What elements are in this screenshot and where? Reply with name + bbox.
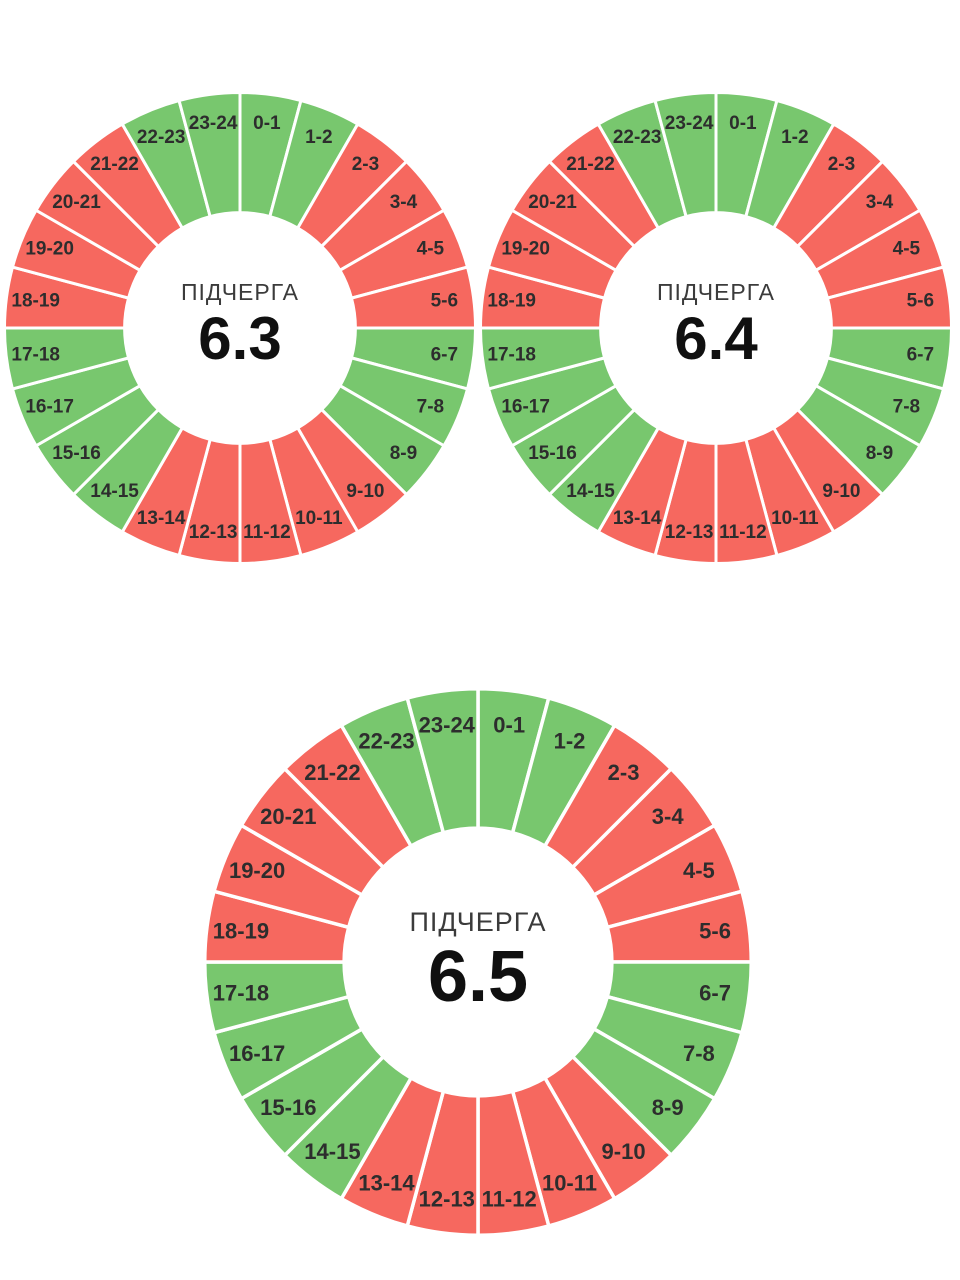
chart-center-value: 6.4 [674, 305, 758, 372]
hour-label-0-1: 0-1 [253, 113, 281, 134]
hour-label-18-19: 18-19 [11, 291, 60, 312]
hour-label-16-17: 16-17 [229, 1041, 285, 1066]
hour-label-14-15: 14-15 [566, 481, 615, 502]
hour-label-0-1: 0-1 [493, 712, 525, 737]
hour-label-23-24: 23-24 [665, 113, 714, 134]
hour-label-23-24: 23-24 [419, 712, 476, 737]
hour-label-19-20: 19-20 [25, 239, 74, 260]
hour-ring: 0-1 1-2 2-3 3-4 4-5 5-6 6-7 7-8 8-9 9-1010-1111-1… [479, 91, 953, 565]
hour-label-5-6: 5-6 [907, 291, 934, 312]
hour-ring: 0-1 1-2 2-3 3-4 4-5 5-6 6-7 7-8 8-9 9-1010-1111-1… [3, 91, 477, 565]
hour-label-12-13: 12-13 [189, 522, 238, 543]
hour-label-2-3: 2-3 [352, 154, 379, 175]
hour-label-21-22: 21-22 [566, 154, 615, 175]
hour-label-1-2: 1-2 [305, 127, 332, 148]
hour-label-22-23: 22-23 [358, 729, 414, 754]
hour-label-11-12: 11-12 [482, 1187, 537, 1212]
hour-label-15-16: 15-16 [260, 1095, 316, 1120]
chart-center-title: ПІДЧЕРГА [181, 279, 299, 305]
hour-label-15-16: 15-16 [528, 443, 577, 464]
chart-center-title: ПІДЧЕРГА [657, 279, 775, 305]
hour-label-4-5: 4-5 [417, 239, 445, 260]
hour-label-20-21: 20-21 [260, 804, 316, 829]
hour-label-9-10: 9-10 [602, 1139, 646, 1164]
hour-label-6-7: 6-7 [907, 344, 934, 365]
hour-label-2-3: 2-3 [608, 760, 640, 785]
hour-label-13-14: 13-14 [613, 508, 662, 529]
hour-label-19-20: 19-20 [501, 239, 550, 260]
hour-label-17-18: 17-18 [487, 344, 536, 365]
hour-segment-23-24 [177, 91, 242, 219]
hour-label-8-9: 8-9 [866, 443, 893, 464]
hour-segment-23-24 [653, 91, 718, 219]
hour-label-20-21: 20-21 [528, 192, 577, 213]
hour-label-10-11: 10-11 [542, 1170, 597, 1195]
chart-center-title: ПІДЧЕРГА [409, 907, 547, 937]
hour-label-16-17: 16-17 [501, 396, 550, 417]
hour-label-6-7: 6-7 [431, 344, 458, 365]
hour-label-23-24: 23-24 [189, 113, 238, 134]
hour-segment-23-24 [405, 687, 480, 835]
hour-label-7-8: 7-8 [893, 396, 920, 417]
hour-label-17-18: 17-18 [11, 344, 60, 365]
hour-ring: 0-1 1-2 2-3 3-4 4-5 5-6 6-7 7-8 8-99-1010-1111-1… [203, 687, 753, 1237]
hour-label-8-9: 8-9 [652, 1095, 684, 1120]
hour-label-12-13: 12-13 [419, 1187, 475, 1212]
hour-label-19-20: 19-20 [229, 858, 285, 883]
hour-label-0-1: 0-1 [729, 113, 757, 134]
hour-label-17-18: 17-18 [213, 981, 269, 1006]
hour-label-22-23: 22-23 [137, 127, 186, 148]
hour-label-11-12: 11-12 [243, 522, 291, 543]
donut-chart-subqueue-6-3: 0-1 1-2 2-3 3-4 4-5 5-6 6-7 7-8 8-9 9-10 10-11 11-1… [3, 91, 477, 565]
hour-label-11-12: 11-12 [719, 522, 767, 543]
hour-label-7-8: 7-8 [417, 396, 444, 417]
hour-label-22-23: 22-23 [613, 127, 662, 148]
hour-label-5-6: 5-6 [699, 918, 731, 943]
hour-label-14-15: 14-15 [90, 481, 139, 502]
hour-label-14-15: 14-15 [304, 1139, 360, 1164]
hour-label-15-16: 15-16 [52, 443, 101, 464]
hour-label-1-2: 1-2 [554, 729, 586, 754]
hour-label-16-17: 16-17 [25, 396, 74, 417]
hour-label-2-3: 2-3 [828, 154, 855, 175]
hour-label-1-2: 1-2 [781, 127, 808, 148]
hour-label-3-4: 3-4 [866, 192, 894, 213]
hour-label-3-4: 3-4 [652, 804, 685, 829]
hour-label-6-7: 6-7 [699, 981, 731, 1006]
donut-chart-subqueue-6-4: 0-1 1-2 2-3 3-4 4-5 5-6 6-7 7-8 8-9 9-10 10-11 11-1… [479, 91, 953, 565]
hour-label-18-19: 18-19 [487, 291, 536, 312]
hour-label-13-14: 13-14 [137, 508, 186, 529]
hour-label-5-6: 5-6 [431, 291, 458, 312]
hour-label-12-13: 12-13 [665, 522, 714, 543]
donut-chart-subqueue-6-5: 0-1 1-2 2-3 3-4 4-5 5-6 6-7 7-8 8-9 9-10 10-11 11-1… [203, 687, 753, 1237]
hour-label-3-4: 3-4 [390, 192, 418, 213]
hour-label-7-8: 7-8 [683, 1041, 715, 1066]
chart-center-value: 6.5 [427, 937, 529, 1017]
hour-label-10-11: 10-11 [771, 508, 819, 529]
hour-label-20-21: 20-21 [52, 192, 101, 213]
hour-label-9-10: 9-10 [346, 481, 384, 502]
hour-label-21-22: 21-22 [90, 154, 139, 175]
hour-label-10-11: 10-11 [295, 508, 343, 529]
hour-label-21-22: 21-22 [304, 760, 360, 785]
hour-label-4-5: 4-5 [683, 858, 715, 883]
hour-label-9-10: 9-10 [822, 481, 860, 502]
chart-center-value: 6.3 [198, 305, 282, 372]
hour-label-4-5: 4-5 [893, 239, 921, 260]
hour-label-13-14: 13-14 [358, 1170, 415, 1195]
hour-label-18-19: 18-19 [213, 918, 269, 943]
hour-label-8-9: 8-9 [390, 443, 417, 464]
